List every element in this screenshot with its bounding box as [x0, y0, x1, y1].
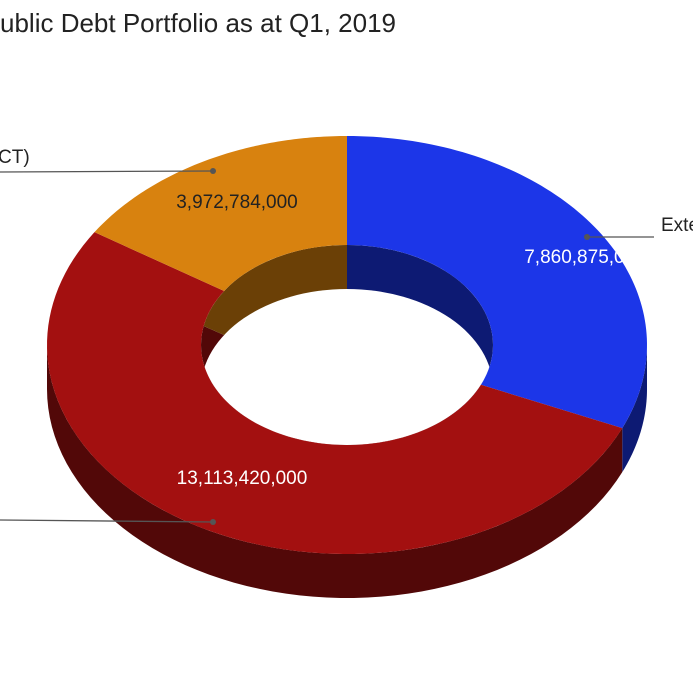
slice-value-label: 3,972,784,000 — [176, 192, 298, 213]
slice-value-label: 7,860,875,000 — [524, 247, 646, 268]
slice-callout-label: CT) — [0, 147, 30, 168]
leader-dot — [210, 168, 216, 174]
donut-outer-side — [622, 345, 647, 473]
donut-label-layer: 7,860,875,000 13,113,420,000 3,972,784,000… — [0, 147, 693, 525]
donut-outer-side — [47, 345, 623, 598]
leader-line — [0, 170, 214, 173]
slice-callout-label: Exte — [661, 215, 693, 236]
slice-value-label: 13,113,420,000 — [177, 468, 308, 489]
donut-slice — [347, 136, 647, 429]
leader-dot — [584, 234, 590, 240]
donut-top-layer — [47, 136, 647, 554]
donut-slice — [47, 232, 623, 554]
leader-dot — [210, 519, 216, 525]
chart-title: ublic Debt Portfolio as at Q1, 2019 — [0, 8, 397, 38]
donut-slice — [94, 136, 348, 292]
leader-line — [0, 519, 214, 523]
